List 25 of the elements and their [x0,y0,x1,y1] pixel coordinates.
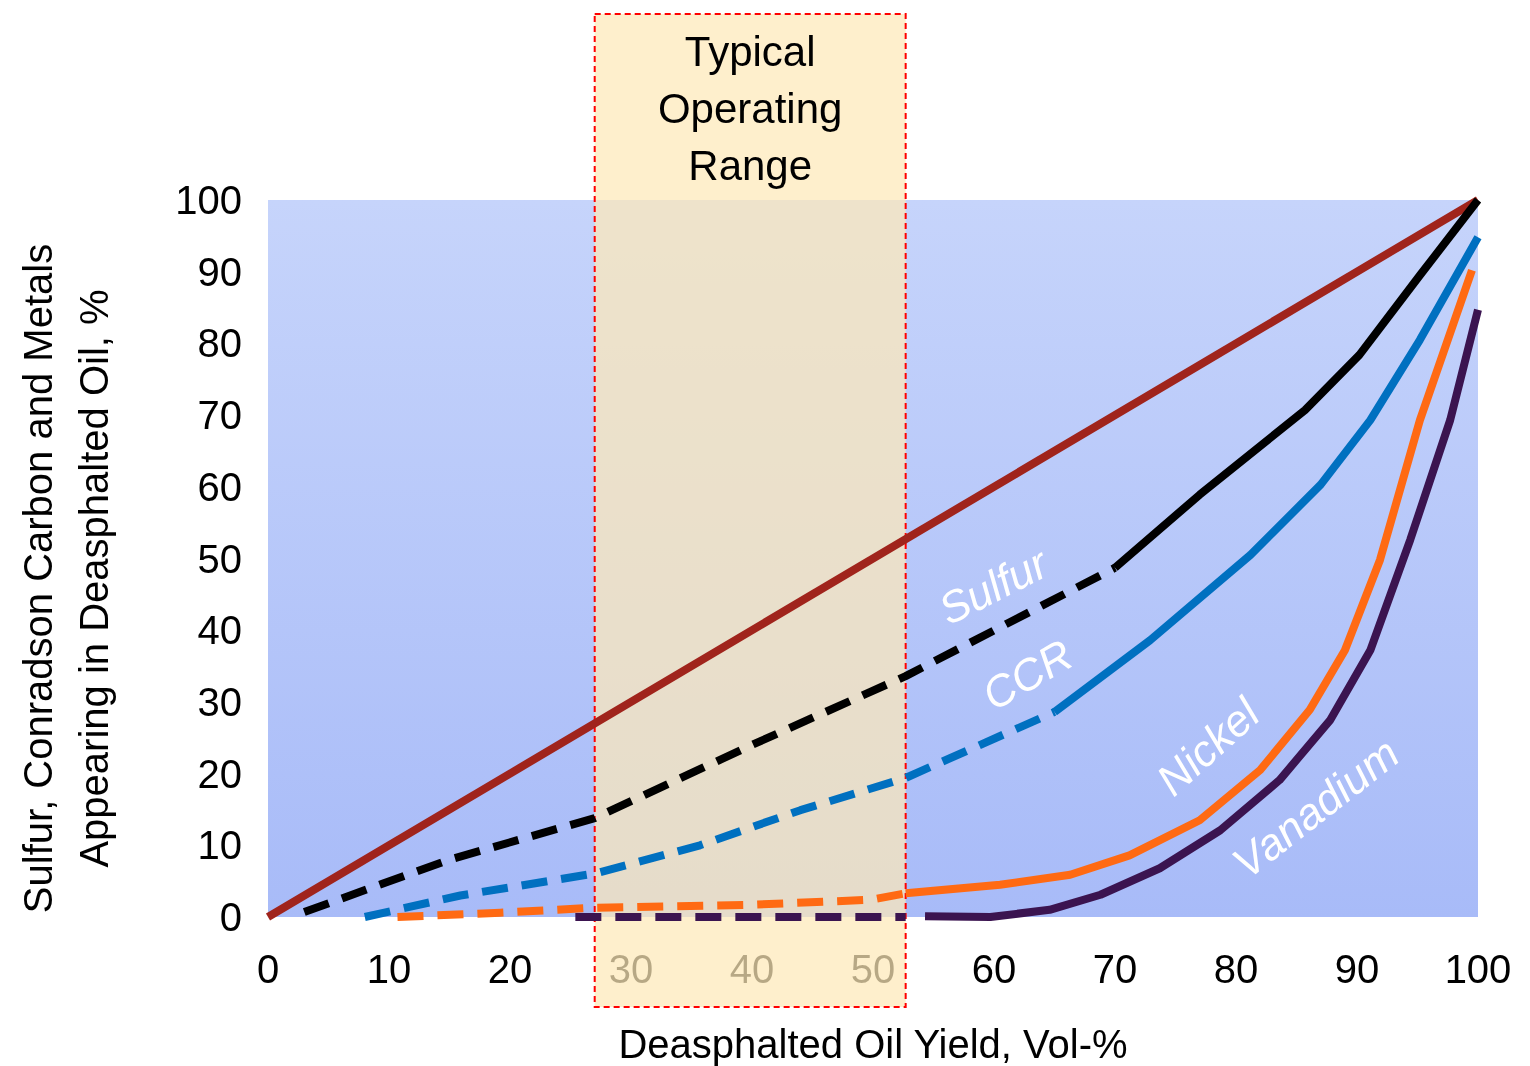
x-tick-label: 10 [366,947,412,991]
x-tick-label: 70 [1092,947,1138,991]
y-axis-title: Sulfur, Conradson Carbon and Metals Appearing in Deasphalted Oil, % [16,243,116,914]
x-tick-label: 80 [1213,947,1259,991]
y-tick-label: 0 [219,895,242,939]
band-label: Typical Operating Range [657,28,843,189]
y-tick-label: 60 [197,464,242,509]
x-tick-label: 40 [729,947,775,991]
y-tick-label: 50 [197,536,242,581]
x-tick-label: 50 [850,947,896,991]
y-tick-label: 100 [175,178,242,222]
x-tick-label: 20 [487,947,533,991]
y-tick-label: 70 [197,393,242,438]
y-tick-label: 80 [197,321,242,366]
x-tick-label: 90 [1334,947,1380,991]
x-tick-label: 100 [1444,947,1512,991]
x-tick-label: 0 [256,947,280,991]
y-tick-label: 40 [197,608,242,653]
y-tick-label: 20 [197,751,242,796]
y-tick-label: 90 [197,249,242,294]
x-tick-label: 60 [971,947,1017,991]
x-tick-label: 30 [608,947,654,991]
y-tick-label: 30 [197,679,242,724]
x-axis-title: Deasphalted Oil Yield, Vol-% [618,1022,1128,1066]
y-tick-label: 10 [197,823,242,868]
